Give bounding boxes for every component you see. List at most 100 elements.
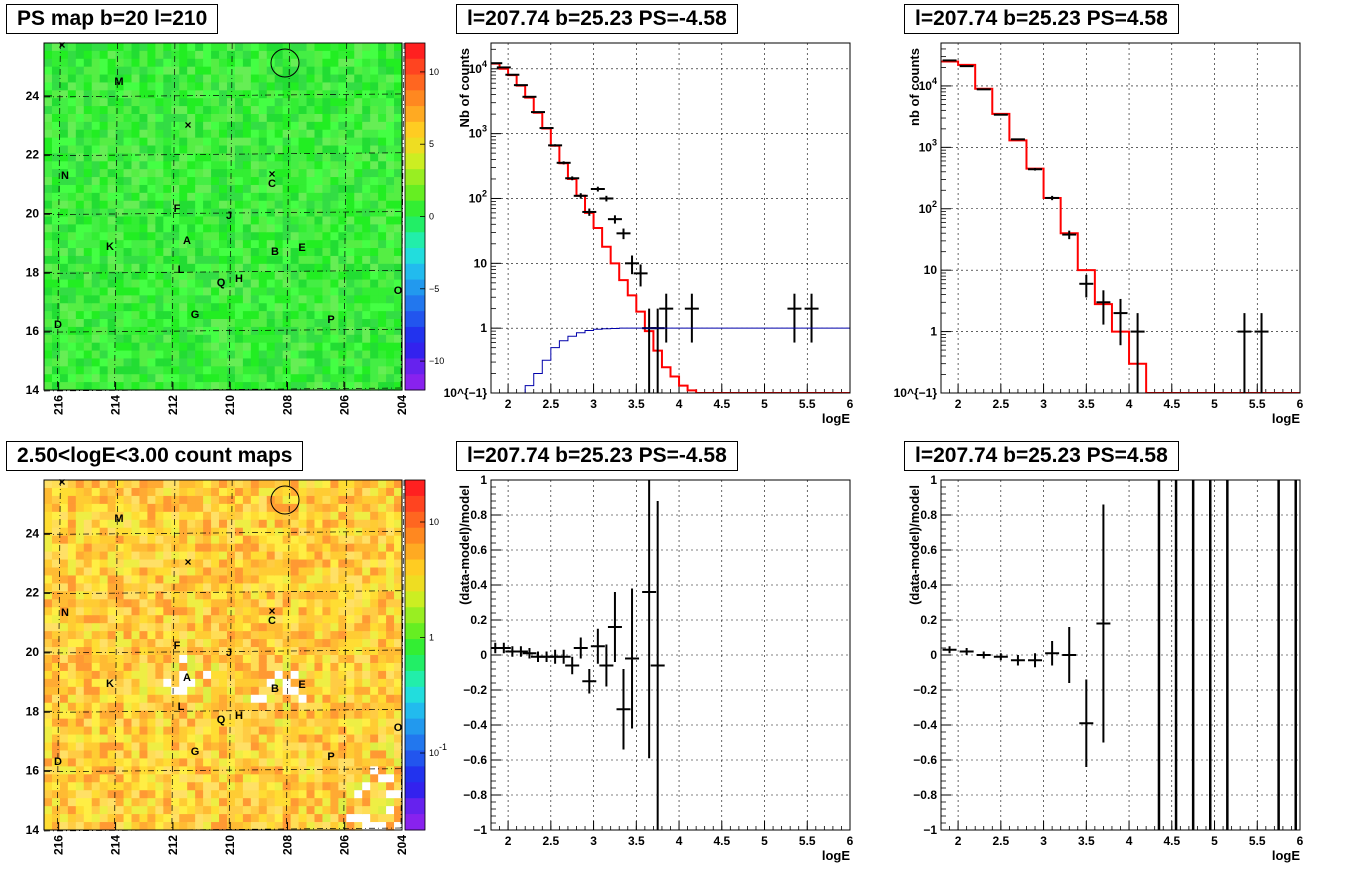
map-cell [226,591,236,600]
map-cell [44,519,53,529]
map-cell [394,726,403,736]
colorbar-segment [405,263,425,281]
y-tick-label: 0.2 [920,613,937,627]
map-cell [306,145,316,155]
map-cell [250,82,260,91]
map-cell [386,177,395,186]
map-cell [187,782,196,791]
map-cell [314,169,324,178]
map-cell [338,742,347,752]
map-cell [386,271,395,281]
colorbar-segment [405,153,425,170]
map-cell [330,303,339,312]
map-cell [44,798,53,807]
map-cell [99,639,109,648]
map-cell [338,766,347,775]
map-cell [131,350,141,360]
colorbar-segment [405,559,425,576]
map-cell [131,334,141,344]
map-cell [258,311,268,320]
map-cell [250,758,260,767]
map-cell [131,200,141,210]
map-cell [242,615,252,624]
y-tick-label: 18 [26,704,40,718]
map-cell [187,742,196,752]
map-cell [370,591,379,600]
map-cell [298,623,308,632]
map-cell [147,758,156,767]
map-cell [195,66,204,76]
map-cell [83,255,93,265]
map-cell [386,358,395,367]
map-cell [298,121,308,131]
map-cell [370,240,379,249]
map-cell [115,814,125,823]
map-cell [51,774,61,783]
source-label-d: D [54,319,62,331]
colorbar-segment [405,58,425,76]
residual-right-title: l=207.74 b=25.23 PS=4.58 [904,441,1179,471]
map-cell [282,503,292,513]
map-cell [99,145,109,155]
map-cell [195,670,204,680]
map-cell [242,271,252,281]
map-cell [219,694,228,704]
map-cell [314,559,324,569]
map-cell [219,121,228,131]
map-cell [123,255,133,265]
map-cell [171,82,180,91]
map-cell [195,662,204,672]
map-cell [99,240,109,249]
map-cell [147,655,156,664]
map-cell [83,702,93,712]
map-cell [219,519,228,529]
map-cell [386,639,395,648]
plot-frame [940,42,1301,394]
map-cell [67,169,77,178]
map-cell [123,774,133,783]
map-cell [330,82,339,91]
map-cell [242,184,252,194]
map-cell [362,177,371,186]
map-cell [250,192,260,202]
map-cell [314,121,324,131]
map-cell [354,232,363,241]
map-cell [139,263,149,273]
map-cell [274,106,284,115]
map-cell [211,782,220,791]
map-cell [131,742,141,752]
map-cell [258,82,268,91]
map-cell [394,255,403,265]
map-cell [378,726,387,736]
map-cell [91,224,101,233]
map-cell [187,511,196,521]
map-cell [107,702,117,712]
map-cell [123,487,133,497]
map-cell [330,623,339,632]
map-cell [226,670,236,680]
map-cell [115,248,125,257]
map-cell [354,543,363,553]
map-cell [211,710,220,720]
map-cell [266,758,276,767]
map-cell [59,734,69,744]
map-cell [258,790,268,799]
map-cell [187,224,196,233]
map-cell [59,216,69,225]
map-cell [147,647,156,656]
map-cell [258,232,268,241]
map-cell [338,82,347,91]
map-cell [394,607,403,616]
map-cell [51,591,61,600]
map-cell [234,200,244,210]
map-cell [242,255,252,265]
map-cell [99,543,109,553]
map-cell [75,543,85,553]
map-cell [91,161,101,170]
map-cell [394,798,403,807]
map-cell [354,208,363,218]
map-cell [354,303,363,312]
map-cell [274,742,284,752]
map-cell [99,224,109,233]
map-cell [187,623,196,632]
